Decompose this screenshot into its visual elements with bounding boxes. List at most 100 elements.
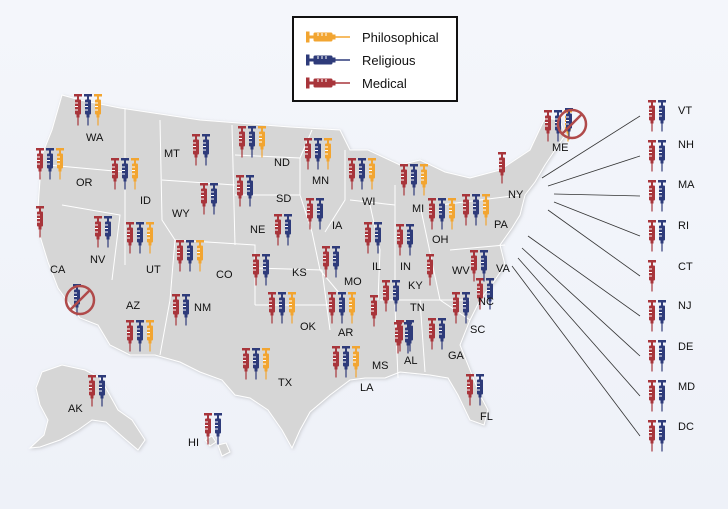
state-label: WA <box>86 132 104 144</box>
syringe-icon-medical <box>648 420 656 452</box>
syringe-icon-medical <box>396 224 404 256</box>
state-label: WV <box>452 265 470 277</box>
leader-line <box>511 265 641 437</box>
syringe-icon-medical <box>192 134 200 166</box>
state-label: ND <box>274 157 290 169</box>
syringe-icon-medical <box>382 280 390 312</box>
syringe-icon-medical <box>328 292 336 324</box>
syringe-icon-medical <box>242 348 250 380</box>
syringe-icon-medical <box>498 152 506 184</box>
state-label: OK <box>300 321 317 333</box>
state-label: NM <box>194 302 211 314</box>
syringe-icon-religious <box>246 175 254 207</box>
syringe-icon-religious <box>358 158 366 190</box>
syringe-icon-medical <box>544 110 552 142</box>
state-label: WY <box>172 208 190 220</box>
state-label: GA <box>448 350 465 362</box>
state-marker-ne: NE <box>250 214 292 246</box>
syringe-icon-religious <box>486 278 494 310</box>
syringe-icon-religious <box>462 292 470 324</box>
state-marker-sd: SD <box>236 175 291 207</box>
syringe-icon-religious <box>46 148 54 180</box>
state-marker-or: OR <box>36 148 93 189</box>
state-label: AR <box>338 327 353 339</box>
state-label: KY <box>408 280 423 292</box>
state-label: KS <box>292 267 307 279</box>
syringe-icon-religious <box>202 134 210 166</box>
state-label: TX <box>278 377 293 389</box>
syringe-icon-medical <box>428 198 436 230</box>
syringe-icon-religious <box>374 222 382 254</box>
state-label: FL <box>480 411 493 423</box>
state-marker-al: AL <box>394 322 417 367</box>
state-label: PA <box>494 219 509 231</box>
syringe-icon-medical <box>322 246 330 278</box>
syringe-icon-religious <box>84 94 92 126</box>
syringe-icon-medical <box>274 214 282 246</box>
state-label: MA <box>678 179 695 191</box>
state-label: OR <box>76 177 93 189</box>
state-label: MD <box>678 381 695 393</box>
syringe-icon-philosophical <box>146 222 154 254</box>
syringe-icon-religious <box>98 375 106 407</box>
syringe-icon-medical <box>394 322 402 354</box>
state-label: MS <box>372 360 389 372</box>
state-marker-oh: OH <box>428 198 456 246</box>
syringe-icon-medical <box>466 374 474 406</box>
syringe-icon-religious <box>136 320 144 352</box>
leader-line <box>547 155 641 187</box>
syringe-icon-medical <box>238 126 246 158</box>
syringe-icon-religious <box>252 348 260 380</box>
state-marker-il: IL <box>364 222 382 273</box>
leader-line <box>527 235 641 317</box>
state-label: IL <box>372 261 381 273</box>
syringe-icon-medical <box>74 94 82 126</box>
syringe-icon-philosophical <box>94 94 102 126</box>
syringe-icon-medical <box>348 158 356 190</box>
syringe-icon-medical <box>648 380 656 412</box>
syringe-icon-medical <box>476 278 484 310</box>
banned-exemption-icon <box>64 284 96 316</box>
state-label: NE <box>250 224 265 236</box>
leader-line <box>553 193 641 197</box>
state-marker-mo: MO <box>322 246 362 288</box>
state-marker-ar: AR <box>328 292 356 339</box>
state-marker-wy: WY <box>172 183 218 220</box>
state-label: SD <box>276 193 291 205</box>
state-marker-fl: FL <box>466 374 493 423</box>
syringe-icon-philosophical <box>324 138 332 170</box>
syringe-icon-medical <box>648 100 656 132</box>
state-marker-tx: TX <box>242 348 293 389</box>
state-marker-nm: NM <box>172 294 211 326</box>
leader-line <box>521 247 641 357</box>
syringe-icon-philosophical <box>146 320 154 352</box>
syringe-icon-medical <box>304 138 312 170</box>
state-label: NV <box>90 254 106 266</box>
syringe-icon-religious <box>438 198 446 230</box>
state-label: AZ <box>126 300 140 312</box>
legend-item-religious: Religious <box>306 49 415 71</box>
syringe-icon-religious <box>342 346 350 378</box>
syringe-icon-philosophical <box>420 164 428 196</box>
syringe-icon-medical <box>400 164 408 196</box>
syringe-icon-medical <box>648 340 656 372</box>
syringe-icon-religious <box>406 224 414 256</box>
state-marker-ga: GA <box>428 318 465 362</box>
state-marker-wv: WV <box>426 254 470 286</box>
syringe-icon-religious <box>404 322 412 354</box>
legend: Philosophical Religious Medical <box>292 16 458 102</box>
state-label: OH <box>432 234 449 246</box>
syringe-icon-medical <box>462 194 470 226</box>
state-marker-ct: CT <box>648 260 693 292</box>
state-label: SC <box>470 324 485 336</box>
state-marker-ok: OK <box>268 292 317 333</box>
syringe-icon-medical <box>36 206 44 238</box>
state-marker-vt: VT <box>648 100 692 132</box>
syringe-icon-religious <box>480 250 488 282</box>
state-label: MO <box>344 276 362 288</box>
state-marker-dc: DC <box>648 420 694 452</box>
syringe-icon-medical <box>88 375 96 407</box>
syringe-icon-philosophical <box>288 292 296 324</box>
state-marker-mi: MI <box>400 164 428 215</box>
syringe-icon-religious <box>136 222 144 254</box>
